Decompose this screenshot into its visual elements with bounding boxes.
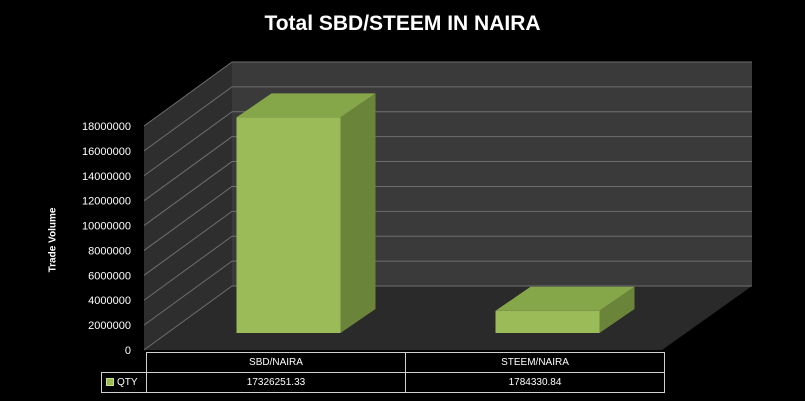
gridline [143,185,752,251]
y-tick-label: 4000000 [88,295,131,307]
gridline [143,260,752,326]
bar-front [236,117,341,333]
y-tick-label: 16000000 [82,146,131,158]
y-tick-label: 10000000 [82,221,131,233]
chart-title: Total SBD/STEEM IN NAIRA [264,12,541,35]
floor [144,286,752,350]
category-label: STEEM/NAIRA [405,352,665,373]
bar [495,286,635,333]
bar-top [495,286,635,311]
y-tick-label: 18000000 [82,121,131,133]
data-table-value: 1784330.84 [405,372,665,393]
legend-key-icon [106,378,114,387]
gridline [143,210,752,276]
data-table-header-row: SBD/NAIRA STEEM/NAIRA [101,352,665,373]
gridline [143,111,752,177]
y-tick-label: 6000000 [88,270,131,282]
data-table: SBD/NAIRA STEEM/NAIRA QTY 17326251.33 17… [101,352,665,393]
gridline [143,161,752,226]
gridlines [143,61,752,351]
data-table-value: 17326251.33 [146,372,406,393]
y-tick-label: 2000000 [88,320,131,332]
bar-front [495,310,600,333]
category-label: SBD/NAIRA [146,352,406,373]
gridline [143,61,752,127]
bar-side [599,286,635,333]
side-wall [144,62,232,350]
gridline [143,86,752,152]
legend-label: QTY [117,377,138,388]
chart-walls [144,62,752,350]
gridline [143,136,752,202]
y-tick-label: 12000000 [82,196,131,208]
data-table-row: QTY 17326251.33 1784330.84 [101,372,665,393]
data-table-corner [101,352,147,373]
gridline [143,285,752,351]
y-tick-label: 0 [125,345,131,357]
y-axis-label: Trade Volume [47,207,59,273]
legend-entry: QTY [101,372,147,393]
bar-top [236,93,376,118]
bar-side [340,93,376,333]
y-tick-label: 14000000 [82,171,131,183]
y-tick-label: 8000000 [88,245,131,257]
bars [236,93,635,333]
gridline [143,235,752,301]
y-axis-ticks: 0 2000000 4000000 6000000 8000000 10000000 120… [82,121,131,357]
bar [236,93,376,333]
